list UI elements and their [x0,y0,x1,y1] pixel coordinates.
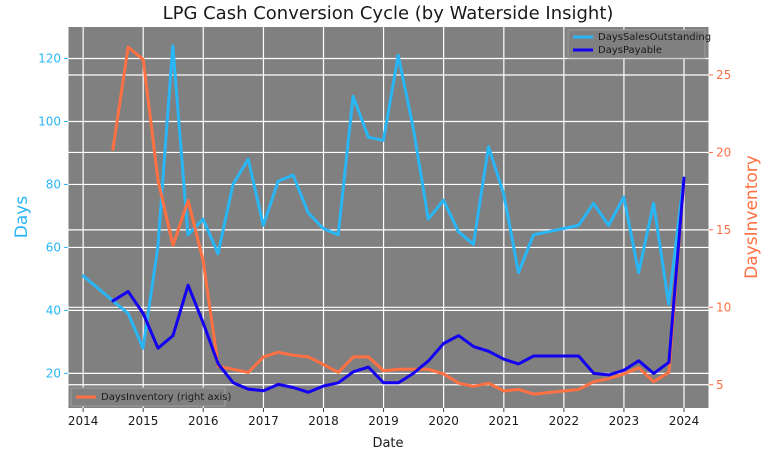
y-right-tick-label: 15 [716,223,731,237]
series-layer [81,44,686,396]
x-tick-label: 2020 [428,414,459,428]
y-right-tick-label: 20 [716,145,731,159]
y-left-tick-label: 100 [38,114,61,128]
y-axis-right: 5 10 15 20 25 [709,68,731,392]
series-line-dayspayable [111,176,686,394]
x-tick-label: 2016 [188,414,219,428]
legend-label-dp: DaysPayable [598,45,662,56]
y-axis-right-label: DaysInventory [742,155,762,279]
y-right-tick-label: 10 [716,300,731,314]
y-right-tick-label: 5 [716,378,724,392]
y-left-tick-label: 20 [46,366,61,380]
y-left-tick-label: 120 [38,51,61,65]
x-tick-label: 2023 [609,414,640,428]
x-tick-label: 2014 [68,414,99,428]
y-right-tick-label: 25 [716,68,731,82]
x-tick-label: 2024 [669,414,700,428]
legend-upper-frame [567,29,706,59]
legend-upper: DaysSalesOutstanding DaysPayable [567,29,711,59]
y-left-tick-label: 60 [46,240,61,254]
x-tick-label: 2022 [549,414,580,428]
x-tick-label: 2019 [368,414,399,428]
y-left-tick-label: 80 [46,177,61,191]
series-line-dayssalesoutstanding [81,44,686,350]
chart-title: LPG Cash Conversion Cycle (by Waterside … [163,3,614,24]
y-axis-left-label: Days [12,196,32,239]
x-axis: 2014 2015 2016 2017 2018 2019 2020 2021 2022 2023… [68,408,699,428]
legend-lower: DaysInventory (right axis) [70,387,232,407]
x-axis-label: Date [372,436,403,451]
x-tick-label: 2015 [128,414,159,428]
legend-lower-frame [70,387,226,407]
grid [68,27,709,408]
series-line-daysinventory-right-axis [111,45,686,396]
y-left-tick-label: 40 [46,303,61,317]
legend-label-di: DaysInventory (right axis) [101,392,232,403]
x-tick-label: 2018 [308,414,339,428]
x-tick-label: 2021 [489,414,520,428]
legend-label-dso: DaysSalesOutstanding [598,32,711,43]
x-tick-label: 2017 [248,414,279,428]
y-axis-left: 20 40 60 80 100 120 [38,51,68,380]
